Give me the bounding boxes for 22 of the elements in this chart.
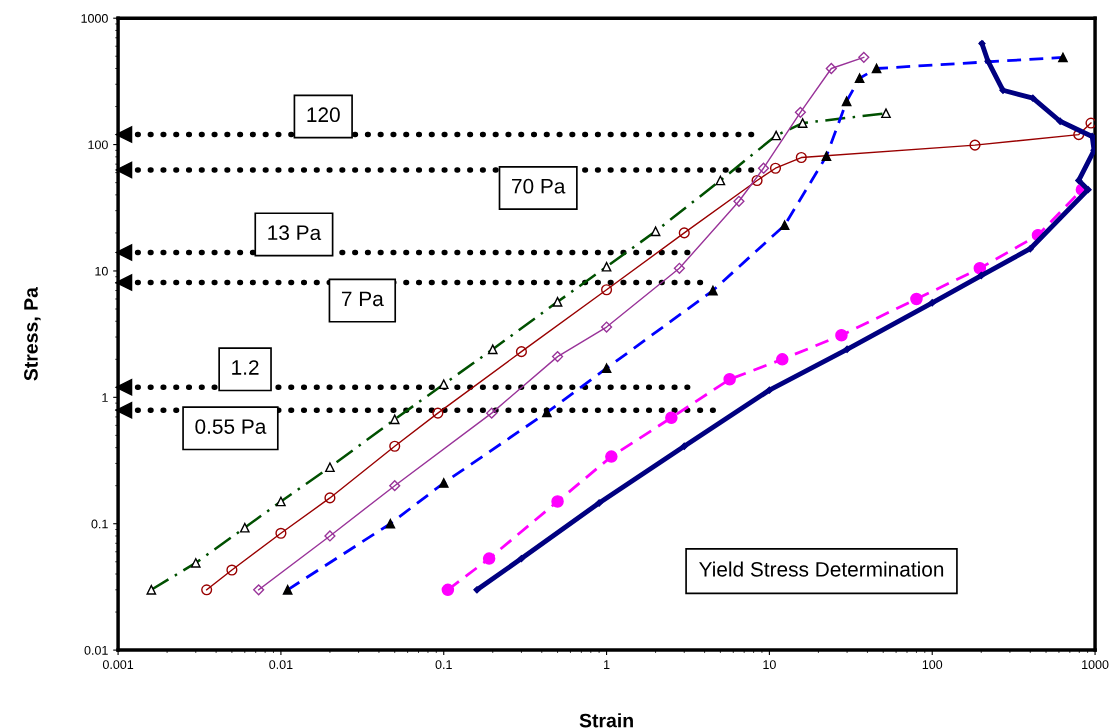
x-tick-label: 0.1 [435,660,452,670]
x-axis-title: Strain [579,713,633,728]
ref-line-label: 70 Pa [512,178,566,194]
x-tick-label: 100 [922,660,943,670]
ref-line-label: 13 Pa [268,225,322,241]
ref-line-label: 0.55 Pa [195,419,267,434]
x-tick-label: 1000 [1082,660,1109,670]
y-tick-label: 0.1 [91,519,108,529]
x-tick-label: 0.001 [102,660,134,670]
ref-line-label: 7 Pa [341,291,384,307]
y-tick-label: 100 [88,140,108,150]
x-tick-label: 1 [604,660,610,669]
y-tick-label: 1000 [81,14,108,23]
annotation: Yield Stress Determination [699,561,944,577]
y-axis-title: Stress, Pa [24,287,41,381]
ref-line-label: 120 [307,107,340,123]
ref-line-label: 1.2 [232,360,259,375]
x-tick-label: 0.01 [269,660,293,670]
y-tick-label: 10 [95,266,108,276]
y-tick-label: 0.01 [84,645,108,655]
y-tick-label: 1 [102,393,108,402]
x-tick-label: 10 [763,660,776,670]
